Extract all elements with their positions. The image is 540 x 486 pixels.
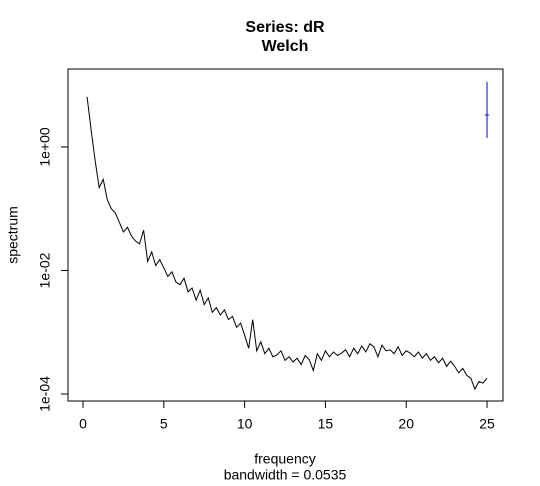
y-tick-label: 1e-04	[37, 376, 53, 412]
x-tick-label: 0	[79, 416, 87, 432]
x-tick-label: 20	[398, 416, 414, 432]
x-tick-label: 5	[160, 416, 168, 432]
y-tick-label: 1e+00	[37, 127, 53, 167]
spectrum-line	[86, 96, 488, 391]
x-tick-label: 15	[318, 416, 334, 432]
y-tick-label: 1e-02	[37, 252, 53, 288]
x-tick-label: 25	[479, 416, 495, 432]
chart-subtitle: Welch	[262, 38, 309, 55]
x-axis-note: bandwidth = 0.0535	[224, 467, 347, 483]
y-axis-label: spectrum	[5, 206, 21, 264]
x-axis-label: frequency	[254, 451, 315, 467]
plot-frame	[67, 68, 504, 402]
chart-title: Series: dR	[245, 19, 325, 36]
x-tick-label: 10	[237, 416, 253, 432]
